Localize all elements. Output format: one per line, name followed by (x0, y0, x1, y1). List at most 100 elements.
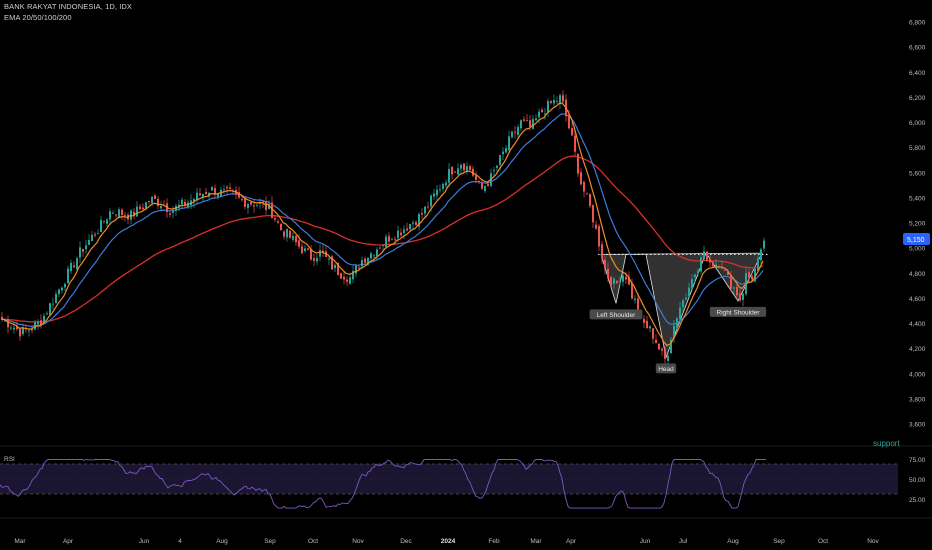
price-axis[interactable]: 6,800 6,600 6,400 6,200 6,000 5,800 5,600 5,400… (909, 20, 926, 429)
candle-body (448, 168, 450, 183)
candle-body (241, 199, 243, 201)
candle-body (121, 209, 123, 215)
candle-body (568, 114, 570, 129)
candle-body (256, 204, 258, 206)
candle-body (271, 202, 273, 218)
indicator-title: EMA 20/50/100/200 (4, 13, 72, 22)
price-tick-label: 6,800 (909, 20, 926, 27)
rsi-label: RSI (4, 456, 15, 463)
pattern-shape (600, 252, 763, 359)
pattern-label-box (655, 363, 677, 374)
current-price-badge (903, 233, 930, 245)
candle-body (28, 330, 30, 332)
candle-body (202, 193, 204, 198)
time-tick-label: Jun (640, 538, 651, 545)
candle-body (430, 195, 432, 207)
candle-body (358, 267, 360, 269)
rsi-level-25: 25.00 (909, 497, 926, 504)
price-tick-label: 6,000 (909, 120, 926, 127)
candle-body (400, 232, 402, 236)
candle-body (571, 128, 573, 136)
candle-body (475, 175, 477, 180)
candle-body (550, 101, 552, 104)
candle-body (697, 270, 699, 274)
candle-body (295, 235, 297, 243)
time-tick-label: Apr (566, 538, 577, 545)
candle-body (280, 223, 282, 230)
candle-body (79, 247, 81, 258)
candle-body (439, 189, 441, 191)
candle-body (40, 320, 42, 326)
candle-body (559, 95, 561, 104)
price-tick-label: 4,400 (909, 321, 926, 328)
candle-body (523, 119, 525, 121)
candle-body (727, 271, 729, 275)
candle-body (157, 198, 159, 206)
candle-body (145, 202, 147, 209)
candle-body (34, 322, 36, 330)
candle-body (172, 210, 174, 213)
candle-body (691, 279, 693, 289)
candle-body (94, 234, 96, 236)
candle-body (52, 303, 54, 305)
candle-body (181, 199, 183, 205)
candle-body (13, 327, 15, 330)
candle-body (508, 136, 510, 151)
candle-body (616, 280, 618, 284)
candle-body (382, 244, 384, 246)
time-axis[interactable]: Mar Apr Jun 4 Aug Sep Oct Nov Dec 2024 Feb Mar Apr Ju… (14, 538, 879, 545)
candle-body (535, 118, 537, 121)
candle-body (763, 240, 765, 249)
candle-body (682, 300, 684, 307)
candle-body (76, 258, 78, 270)
candle-body (112, 212, 114, 214)
candle-body (421, 213, 423, 215)
candle-body (223, 189, 225, 190)
candle-body (601, 244, 603, 259)
rsi-level-75: 75.00 (909, 457, 926, 464)
candle-body (286, 229, 288, 238)
candle-body (541, 109, 543, 113)
candle-body (673, 325, 675, 339)
time-tick-label: Feb (488, 538, 500, 545)
ema-20-line (0, 102, 764, 347)
candle-body (289, 230, 291, 238)
candle-body (496, 165, 498, 168)
rsi-level-50: 50.00 (909, 477, 926, 484)
candle-body (736, 286, 738, 296)
candle-body (37, 321, 39, 325)
time-tick-label: Oct (308, 538, 318, 545)
candle-body (502, 151, 504, 155)
ema-200-path (1, 155, 764, 323)
candle-body (385, 236, 387, 248)
candle-body (379, 247, 381, 249)
price-tick-label: 3,600 (909, 422, 926, 429)
candle-body (70, 262, 72, 272)
candle-body (442, 183, 444, 189)
candle-body (757, 258, 759, 272)
candle-body (64, 283, 66, 288)
candle-body (301, 246, 303, 254)
price-tick-label: 5,600 (909, 170, 926, 177)
candle-body (427, 206, 429, 208)
candle-body (298, 240, 300, 247)
time-tick-label: Mar (530, 538, 542, 545)
candle-body (343, 276, 345, 280)
candle-body (331, 256, 333, 270)
ema-20-path (0, 102, 764, 347)
candle-body (631, 283, 633, 299)
candle-body (433, 193, 435, 197)
candle-body (352, 271, 354, 280)
pattern-label-box (709, 306, 767, 317)
candle-body (517, 127, 519, 135)
time-tick-label: Sep (264, 538, 276, 545)
candle-body (106, 219, 108, 224)
candle-body (457, 168, 459, 175)
candle-body (730, 276, 732, 289)
candle-body (619, 281, 621, 282)
candle-body (97, 233, 99, 234)
candle-body (46, 313, 48, 315)
candle-body (514, 131, 516, 133)
candle-body (115, 214, 117, 216)
